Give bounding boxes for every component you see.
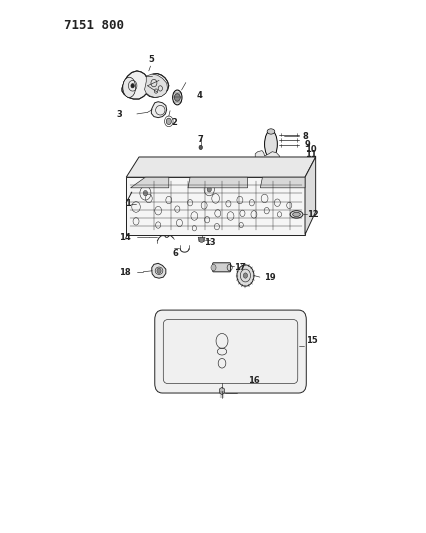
- FancyBboxPatch shape: [212, 263, 230, 272]
- Circle shape: [131, 84, 134, 88]
- Text: 2: 2: [170, 118, 176, 127]
- Circle shape: [143, 190, 147, 196]
- Polygon shape: [126, 157, 315, 177]
- Polygon shape: [144, 74, 167, 98]
- Polygon shape: [260, 177, 304, 188]
- Text: 5: 5: [149, 55, 154, 64]
- Polygon shape: [151, 263, 165, 278]
- Ellipse shape: [267, 129, 274, 134]
- Ellipse shape: [292, 212, 299, 216]
- Text: 8: 8: [302, 132, 308, 141]
- Polygon shape: [130, 177, 168, 188]
- Ellipse shape: [289, 211, 302, 218]
- Polygon shape: [219, 387, 224, 394]
- Text: 10: 10: [304, 145, 316, 154]
- Polygon shape: [126, 177, 304, 235]
- Text: 11: 11: [304, 150, 316, 159]
- Circle shape: [236, 265, 253, 286]
- Circle shape: [156, 268, 161, 273]
- Text: 15: 15: [305, 336, 317, 345]
- Ellipse shape: [264, 131, 277, 158]
- Text: 4: 4: [196, 91, 202, 100]
- Circle shape: [210, 264, 216, 271]
- Circle shape: [207, 187, 211, 192]
- Text: 7: 7: [197, 135, 203, 144]
- Text: 19: 19: [263, 273, 275, 281]
- Circle shape: [199, 237, 203, 243]
- Polygon shape: [255, 151, 279, 166]
- Text: 12: 12: [306, 210, 318, 219]
- Text: 7151 800: 7151 800: [64, 19, 124, 33]
- Text: 16: 16: [247, 376, 259, 385]
- Text: 13: 13: [204, 238, 215, 247]
- Text: 17: 17: [233, 263, 245, 272]
- Polygon shape: [198, 237, 204, 241]
- Text: 18: 18: [118, 269, 130, 277]
- Circle shape: [166, 118, 171, 125]
- Ellipse shape: [172, 90, 181, 105]
- Circle shape: [174, 94, 180, 101]
- Text: 14: 14: [118, 233, 130, 242]
- Text: 9: 9: [304, 140, 310, 149]
- Text: 1: 1: [124, 199, 130, 208]
- Circle shape: [243, 273, 247, 278]
- Polygon shape: [187, 177, 247, 188]
- Polygon shape: [122, 71, 168, 99]
- Polygon shape: [304, 157, 315, 235]
- Ellipse shape: [123, 77, 135, 98]
- Text: 3: 3: [116, 110, 122, 119]
- FancyBboxPatch shape: [154, 310, 305, 393]
- Circle shape: [199, 146, 202, 150]
- Polygon shape: [151, 102, 166, 118]
- Text: 6: 6: [173, 249, 178, 258]
